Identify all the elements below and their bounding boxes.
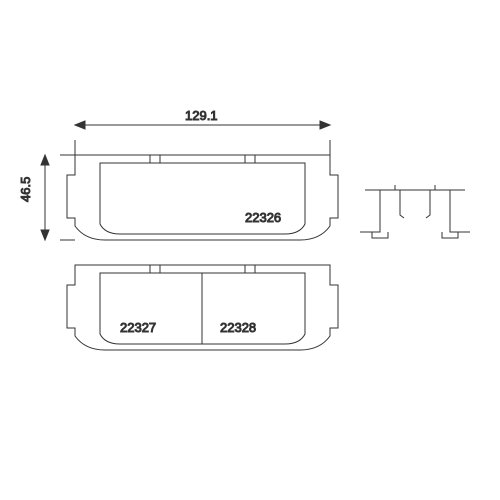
height-value: 46.5 (18, 177, 33, 202)
part-number-top: 22326 (245, 210, 281, 225)
clip-hardware (360, 185, 470, 238)
width-dimension: 129.1 (75, 108, 330, 155)
width-value: 129.1 (185, 108, 218, 123)
technical-drawing: 129.1 46.5 22326 (0, 0, 500, 500)
height-dimension: 46.5 (18, 155, 75, 240)
top-brake-pad: 22326 (67, 155, 338, 240)
bottom-brake-pad: 22327 22328 (67, 265, 338, 350)
part-number-bottom-left: 22327 (120, 320, 156, 335)
part-number-bottom-right: 22328 (220, 320, 256, 335)
